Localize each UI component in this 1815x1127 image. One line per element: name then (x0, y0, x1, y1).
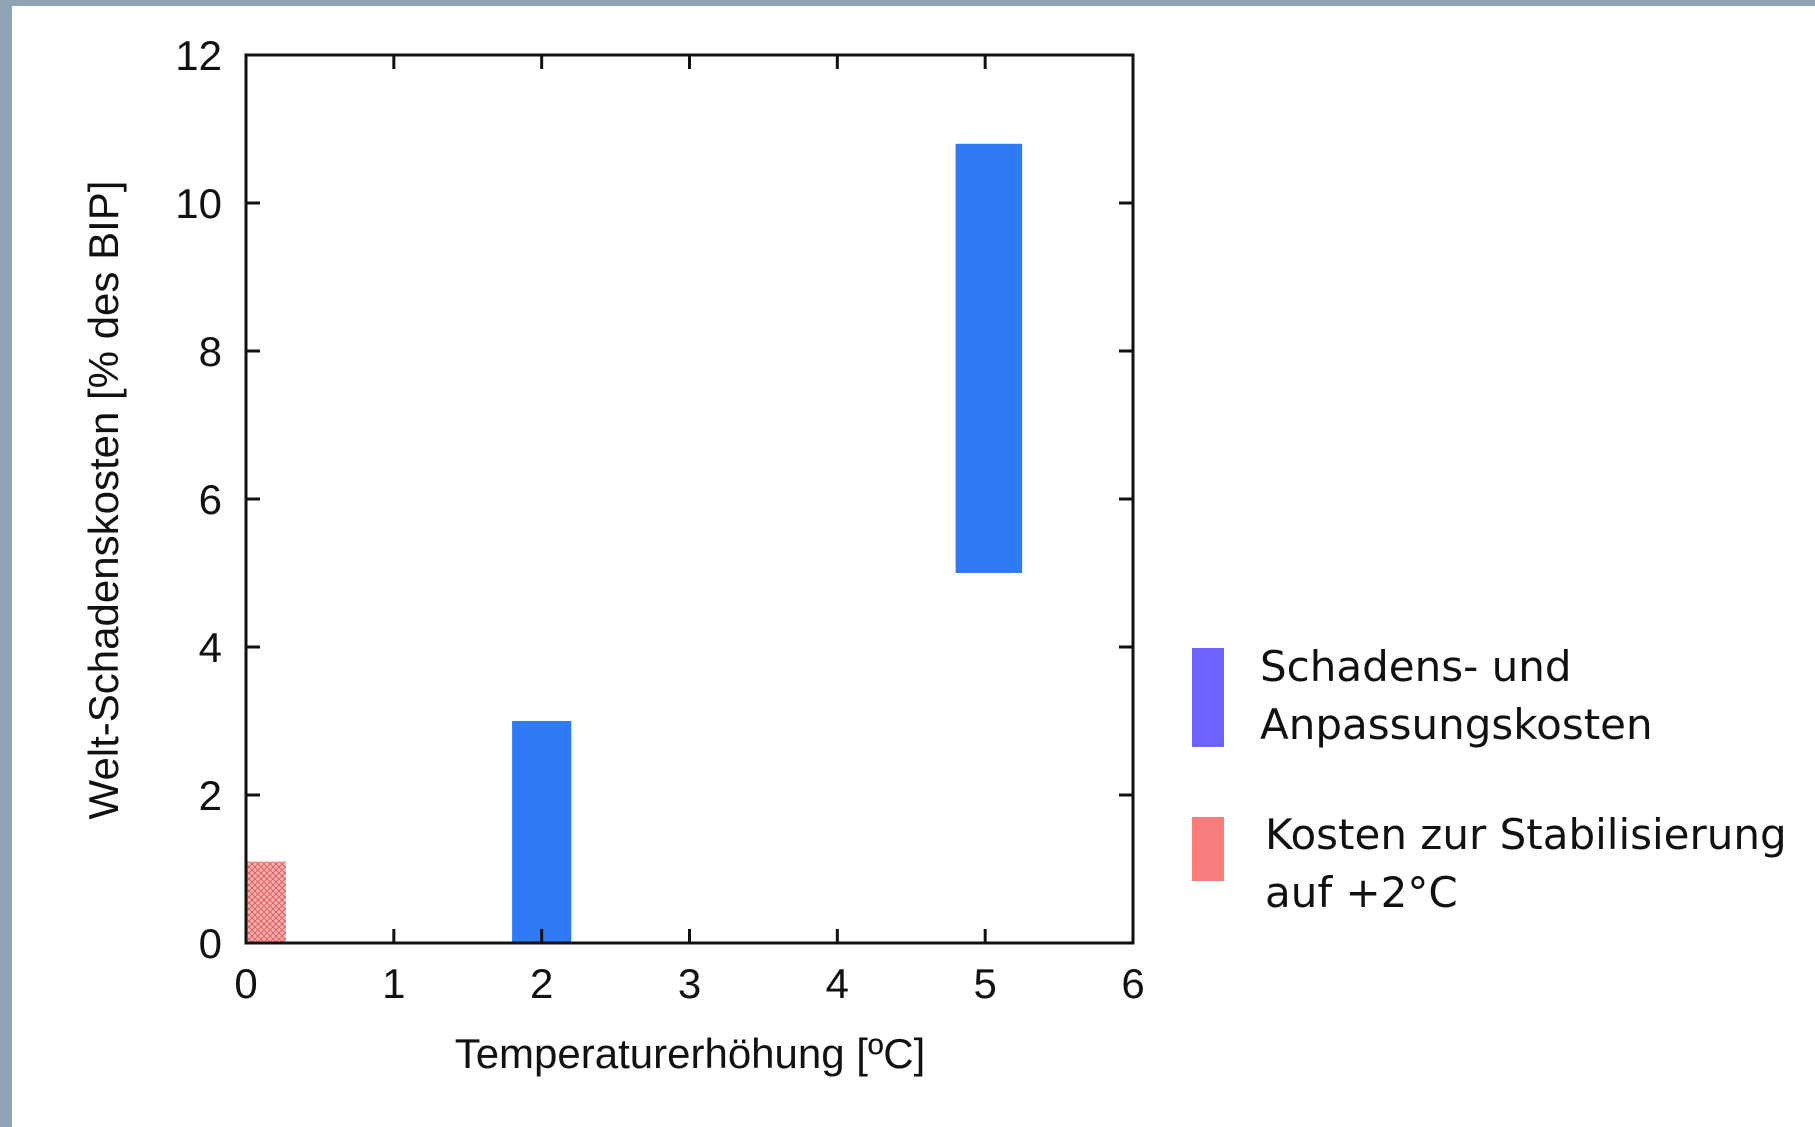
bars-layer (246, 143, 1023, 943)
legend-swatch-damage (1192, 648, 1224, 747)
legend-label-damage-line2: Anpassungskosten (1260, 700, 1653, 749)
bar-damage-1 (512, 721, 572, 943)
legend-label-stabilization-line1: Kosten zur Stabilisierung (1265, 810, 1787, 859)
legend-item-damage: Schadens- und Anpassungskosten (1260, 638, 1653, 754)
x-tick-label: 4 (826, 960, 849, 1007)
y-tick-label: 4 (199, 624, 222, 671)
bar-damage-2 (955, 143, 1023, 574)
bar-stabilization-1 (246, 861, 286, 943)
y-tick-label: 6 (199, 476, 222, 523)
y-axis-label: Welt-Schadenskosten [% des BIP] (80, 181, 127, 820)
y-tick-label: 8 (199, 328, 222, 375)
x-tick-label: 1 (382, 960, 405, 1007)
legend-item-stabilization: Kosten zur Stabilisierung auf +2°C (1265, 806, 1787, 922)
y-tick-label: 12 (175, 32, 222, 79)
window-top-border (0, 0, 1815, 6)
legend-label-damage-line1: Schadens- und (1260, 642, 1572, 691)
x-axis-label: Temperaturerhöhung [ºC] (455, 1030, 926, 1077)
x-tick-label: 2 (530, 960, 553, 1007)
y-tick-label: 2 (199, 772, 222, 819)
y-tick-label: 0 (199, 920, 222, 967)
legend-label-stabilization-line2: auf +2°C (1265, 868, 1458, 917)
x-tick-label: 0 (234, 960, 257, 1007)
y-tick-label: 10 (175, 180, 222, 227)
legend-swatch-stabilization (1192, 817, 1224, 881)
x-tick-label: 3 (678, 960, 701, 1007)
x-tick-label: 6 (1121, 960, 1144, 1007)
window-left-border (0, 0, 12, 1127)
x-tick-label: 5 (973, 960, 996, 1007)
